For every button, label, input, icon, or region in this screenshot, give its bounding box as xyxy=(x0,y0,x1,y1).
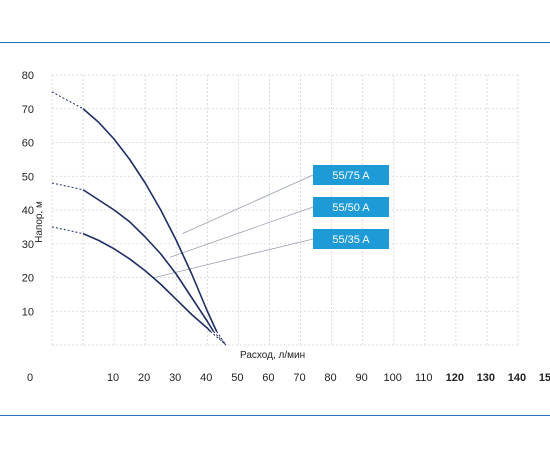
curve-55-75-A xyxy=(82,108,218,332)
curve-start-extension xyxy=(51,226,84,235)
legend-box xyxy=(313,165,389,185)
x-tick-label: 40 xyxy=(200,372,212,384)
x-tick-label: 0 xyxy=(27,372,33,384)
x-tick-label: 130 xyxy=(477,372,495,384)
curves xyxy=(51,91,227,346)
x-tick-label: 20 xyxy=(138,372,150,384)
legend-leader-line xyxy=(182,174,314,234)
y-tick-label: 60 xyxy=(22,138,34,150)
curve-start-extension xyxy=(51,182,84,191)
curve-end-extension xyxy=(210,331,227,346)
x-tick-label: 10 xyxy=(107,372,119,384)
legend-leader-line xyxy=(169,206,314,258)
y-tick-label: 30 xyxy=(22,239,34,251)
x-tick-labels: 0 10 20 30 40 50 60 70 80 90 100 110 120 130 140 150 xyxy=(27,372,550,384)
x-tick-label: 150 xyxy=(539,372,550,384)
y-axis-title: Напор, м xyxy=(34,201,45,243)
x-tick-label: 140 xyxy=(508,372,526,384)
x-tick-label: 110 xyxy=(415,372,433,384)
curve-55-50-A xyxy=(82,189,215,332)
legend-label: 55/50 A xyxy=(332,202,370,214)
legend: 55/75 A 55/50 A 55/35 A xyxy=(313,165,389,249)
x-tick-label: 90 xyxy=(355,372,367,384)
grid xyxy=(51,74,519,346)
y-tick-label: 50 xyxy=(22,171,34,183)
y-tick-label: 20 xyxy=(22,273,34,285)
x-tick-label: 30 xyxy=(169,372,181,384)
y-tick-label: 80 xyxy=(22,70,34,82)
x-tick-label: 70 xyxy=(293,372,305,384)
legend-box xyxy=(313,229,389,249)
legend-box xyxy=(313,197,389,217)
x-tick-label: 80 xyxy=(324,372,336,384)
curve-end-extension xyxy=(216,331,227,346)
curve-end-extension xyxy=(213,331,227,346)
x-tick-label: 60 xyxy=(262,372,274,384)
y-tick-labels: 10 20 30 40 50 60 70 80 xyxy=(22,70,34,318)
y-tick-label: 40 xyxy=(22,205,34,217)
x-tick-label: 50 xyxy=(231,372,243,384)
y-tick-label: 70 xyxy=(22,104,34,116)
legend-label: 55/75 A xyxy=(332,170,370,182)
x-tick-label: 120 xyxy=(446,372,464,384)
legend-leader-line xyxy=(154,238,314,278)
x-axis-title: Расход, л/мин xyxy=(240,350,305,361)
x-tick-label: 100 xyxy=(383,372,401,384)
legend-label: 55/35 A xyxy=(332,234,370,246)
chart-frame xyxy=(0,42,550,416)
curve-start-extension xyxy=(51,91,84,110)
legend-leaders xyxy=(154,174,314,278)
y-tick-label: 10 xyxy=(22,306,34,318)
curve-55-35-A xyxy=(82,232,212,333)
